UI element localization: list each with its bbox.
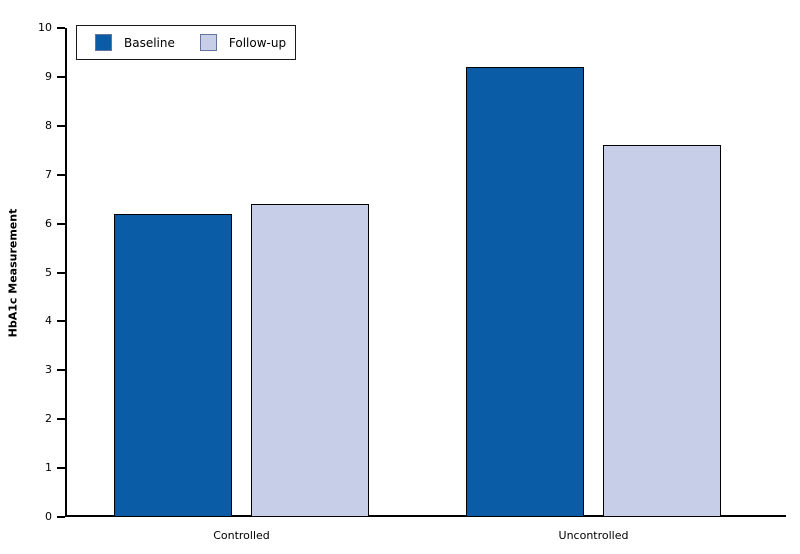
y-tick-label: 5 (45, 265, 52, 279)
y-tick-mark (57, 27, 65, 29)
y-axis-title: HbA1c Measurement (6, 208, 20, 338)
y-tick-label: 0 (45, 510, 52, 523)
x-axis-label-controlled: Controlled (213, 529, 270, 542)
legend-label-follow-up: Follow-up (228, 35, 287, 50)
y-tick-label: 4 (45, 314, 52, 328)
legend-item-baseline: Baseline (95, 34, 175, 51)
y-tick-mark (57, 75, 65, 78)
bar-uncontrolled-baseline (466, 67, 584, 517)
y-tick-mark (57, 369, 65, 372)
bar-controlled-follow-up (251, 204, 369, 517)
y-tick-mark (57, 418, 65, 421)
y-tick-label: 6 (45, 216, 52, 230)
x-axis-line (65, 515, 786, 517)
legend: Baseline Follow-up (76, 25, 296, 60)
y-tick-mark (57, 222, 65, 225)
y-tick-label: 3 (45, 363, 52, 377)
plot-area: Baseline Follow-up 0 1 2 3 4 5 6 7 8 9 10 Controlled… (38, 21, 786, 542)
bar-uncontrolled-follow-up (603, 145, 721, 517)
legend-swatch-baseline (95, 34, 112, 51)
x-axis-label-uncontrolled: Uncontrolled (558, 529, 629, 542)
legend-item-follow-up: Follow-up (199, 34, 287, 51)
legend-swatch-follow-up (199, 34, 217, 51)
y-tick-mark (57, 320, 65, 323)
bar-controlled-baseline (114, 213, 232, 517)
y-tick-mark (57, 467, 65, 470)
y-tick-label: 2 (45, 412, 52, 426)
y-tick-mark (57, 173, 65, 176)
y-axis-line (65, 28, 67, 517)
y-tick-label: 1 (45, 461, 52, 475)
y-tick-mark (57, 271, 65, 274)
y-tick-label: 8 (45, 118, 52, 132)
legend-label-baseline: Baseline (124, 35, 175, 50)
y-tick-label: 10 (38, 21, 52, 34)
y-tick-label: 9 (45, 69, 52, 83)
y-tick-label: 7 (45, 167, 52, 181)
y-tick-mark (57, 516, 65, 518)
y-tick-mark (57, 124, 65, 127)
